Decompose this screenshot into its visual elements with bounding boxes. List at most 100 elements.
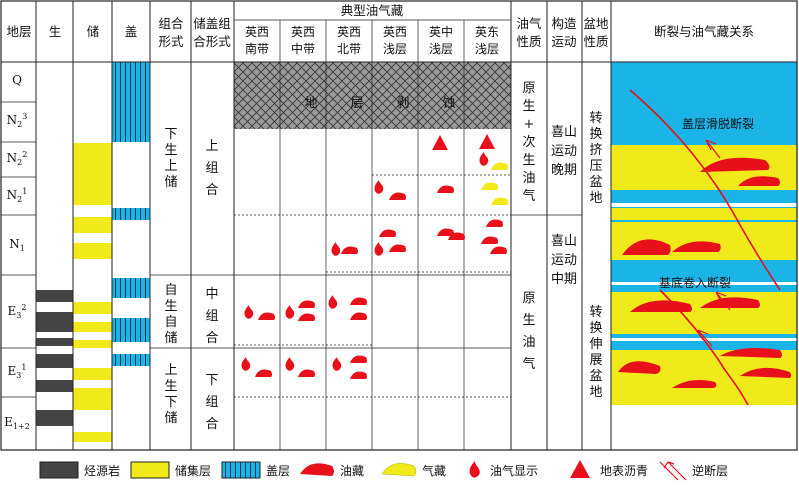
fault-arrow: [715, 291, 731, 311]
source-rock-legend-icon: [39, 461, 79, 479]
oil-pool-shape: [700, 297, 760, 308]
header-tectonic: 构造: [551, 16, 577, 31]
combo-type-text: 合: [205, 417, 218, 432]
sub-column-header: 英西: [245, 25, 269, 39]
reservoir-band: [73, 388, 112, 410]
reservoir-band: [73, 322, 112, 332]
combo-type-text: 合: [205, 183, 218, 198]
combo-form-text: 自: [164, 315, 177, 330]
stratum-label: E1+2: [4, 415, 30, 431]
header-basin-nature: 性质: [583, 34, 608, 49]
seal-band: [112, 208, 150, 220]
oil-reservoir-icon: [350, 355, 367, 363]
combo-form-text: 储: [164, 331, 177, 346]
stratum-label: N1: [9, 237, 25, 253]
basin-nature-text: 展: [589, 353, 602, 368]
oil-pool-shape: [618, 361, 661, 374]
surface-asphalt-icon: [432, 135, 448, 150]
legend-label: 地表沥青: [600, 464, 648, 478]
oil-reservoir-icon: [490, 246, 507, 254]
oil-gas-show-icon: [479, 152, 489, 166]
fault-label-upper: 盖层滑脱断裂: [682, 116, 754, 131]
reservoir-layer-legend-icon: [130, 461, 170, 479]
oil-pool-shape: [672, 241, 721, 252]
legend-label: 油藏: [340, 464, 364, 478]
stratum-label: N22: [7, 150, 28, 167]
reservoir-band: [73, 302, 112, 314]
basin-nature-text: 地: [589, 385, 602, 400]
source-rock-band: [36, 312, 73, 332]
oil-reservoir-icon: [350, 371, 367, 379]
oil-pool-shape: [700, 157, 770, 172]
oil-gas-show-icon: [328, 295, 338, 309]
oil-reservoir-icon: [448, 232, 465, 240]
oil-reservoir-icon: [298, 300, 315, 308]
tectonic-text: 运动: [551, 144, 577, 159]
oil-reservoir-icon: [298, 313, 315, 321]
oil-gas-show-icon: [331, 242, 341, 256]
seal-band: [112, 278, 150, 298]
oil-pool-shape: [672, 380, 717, 388]
combo-form-text: 生: [164, 143, 177, 158]
basin-nature-text: 盆: [589, 175, 602, 190]
oil-reservoir-icon: [379, 229, 396, 237]
oil-pool-shape: [622, 239, 671, 255]
seal-band: [112, 354, 150, 366]
tectonic-text: 晚期: [551, 163, 577, 178]
tectonic-text: 喜山: [551, 234, 577, 249]
reservoir-symbols: [241, 134, 508, 379]
reservoir-band: [73, 143, 112, 205]
vertical-texts: 下生上储自生自储上生下储上组合中组合下组合原生+次生油气原生油气喜山运动晚期喜山…: [164, 81, 602, 432]
oil-gas-show-legend-icon: [469, 461, 480, 478]
header-combo-form: 组合: [158, 16, 184, 31]
oil-reservoir-icon: [350, 312, 367, 320]
reservoir-band: [73, 217, 112, 233]
sub-column-header: 英西: [337, 25, 361, 39]
header-combo-type: 储盖组: [193, 16, 231, 31]
header-combo-form: 形式: [158, 34, 184, 49]
sub-column-header: 英中: [429, 24, 453, 39]
erosion-text: 地: [304, 96, 317, 111]
seal-band: [112, 62, 150, 142]
source-rock-band: [36, 354, 73, 368]
legend-label: 油气显示: [490, 463, 538, 478]
combo-type-text: 组: [205, 161, 218, 176]
basin-nature-text: 转: [589, 111, 602, 126]
sub-column-header: 英西: [383, 25, 407, 39]
header-stratum: 地层: [6, 24, 31, 39]
combo-form-text: 储: [164, 175, 177, 190]
reservoir-band: [73, 432, 112, 442]
stratum-label: E32: [8, 303, 27, 320]
surface-asphalt-icon: [479, 134, 495, 149]
basin-nature-text: 地: [589, 191, 602, 206]
hc-nature-text: +: [524, 117, 535, 132]
hc-nature-text: 生: [522, 99, 535, 114]
oil-gas-show-icon: [285, 305, 295, 319]
sub-column-header: 南带: [245, 41, 269, 56]
source-rock-band: [36, 410, 73, 426]
erosion-text: 层: [350, 96, 363, 111]
oil-reservoir-icon: [389, 244, 406, 252]
oil-reservoir-legend-icon: [300, 463, 334, 476]
oil-reservoir-icon: [258, 312, 275, 320]
reverse-fault-line: [659, 289, 749, 406]
table-grid: [0, 0, 798, 451]
hc-nature-text: 原: [522, 81, 535, 96]
basin-nature-text: 转: [589, 305, 602, 320]
legend: 烃源岩 储集层 盖层 油藏 气藏 油气显示 地表沥青 逆断层: [39, 460, 728, 481]
basin-nature-text: 换: [589, 127, 602, 142]
fault-arrow: [705, 139, 721, 159]
sub-column-header: 浅层: [475, 42, 499, 56]
combo-type-text: 组: [205, 309, 218, 324]
reverse-fault-legend-icon: [659, 461, 687, 481]
header-hc-nature: 性质: [516, 34, 541, 49]
seal-band: [112, 318, 150, 342]
fault-relation-panel: 盖层滑脱断裂 基底卷入断裂: [611, 62, 797, 406]
sub-column-header: 浅层: [383, 42, 407, 56]
gas-reservoir-icon: [491, 197, 508, 205]
combo-type-text: 合: [205, 331, 218, 346]
tectonic-text: 中期: [551, 272, 577, 287]
oil-pool-shape: [630, 300, 692, 312]
